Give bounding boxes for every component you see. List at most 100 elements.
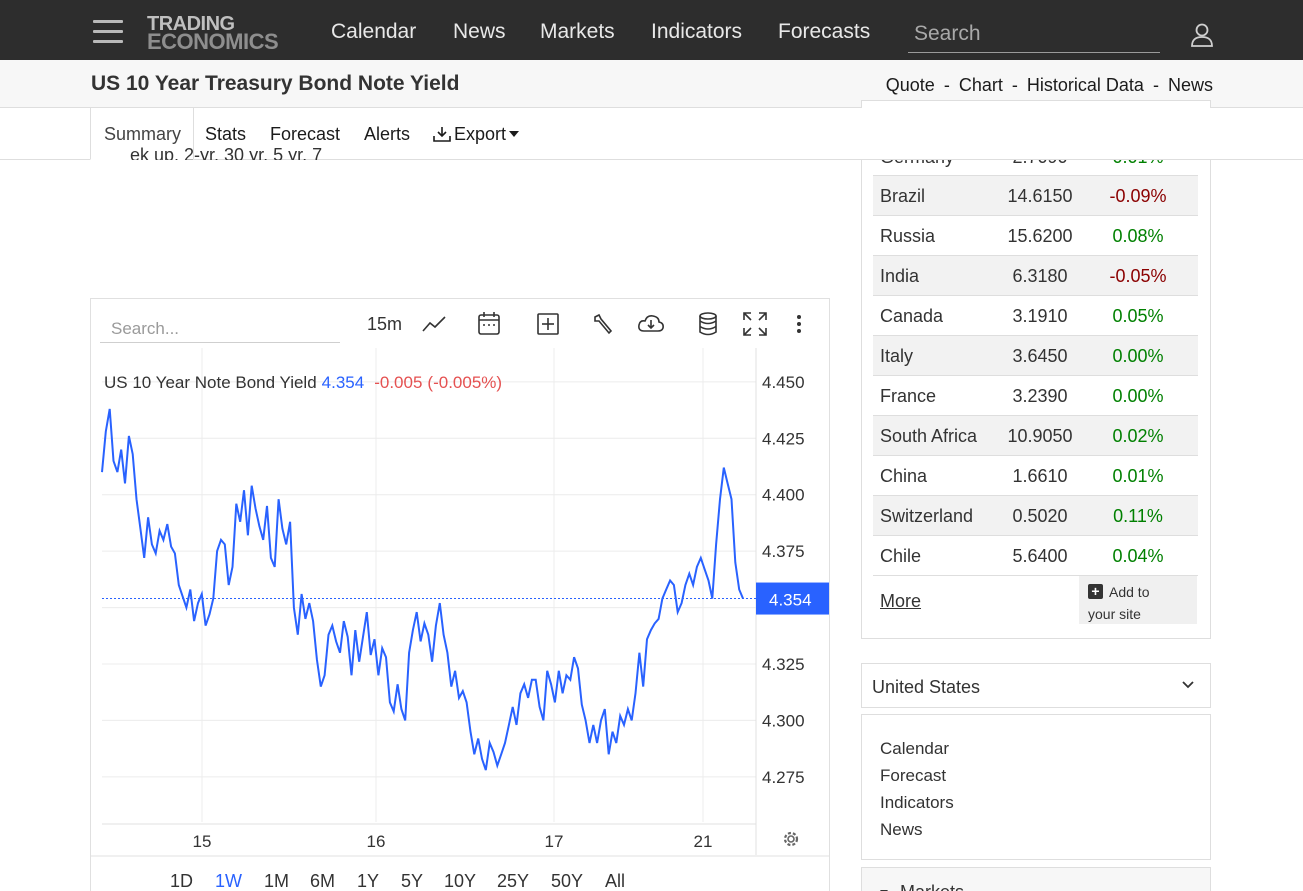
table-row[interactable]: Chile 5.6400 0.04%	[873, 536, 1198, 576]
wrench-icon[interactable]	[591, 311, 615, 337]
range-1d[interactable]: 1D	[170, 871, 194, 891]
markets-panel[interactable]: Markets	[861, 867, 1211, 891]
more-link[interactable]: More	[880, 591, 922, 611]
range-all[interactable]: All	[605, 871, 626, 891]
add-indicator-icon[interactable]	[536, 311, 560, 337]
yield-value: 5.6400	[1012, 546, 1068, 566]
hamburger-menu-icon[interactable]	[93, 20, 123, 44]
yield-value: 3.6450	[1012, 346, 1068, 366]
nav-news[interactable]: News	[453, 20, 506, 43]
top-navbar: TRADING ECONOMICS Calendar News Markets …	[0, 0, 1303, 60]
user-icon[interactable]	[1189, 22, 1215, 48]
range-10y[interactable]: 10Y	[444, 871, 477, 891]
table-row[interactable]: India 6.3180 -0.05%	[873, 256, 1198, 296]
country-name: France	[880, 386, 937, 406]
cloud-download-icon[interactable]	[637, 311, 665, 337]
us-link-indicators[interactable]: Indicators	[880, 793, 954, 812]
range-1m[interactable]: 1M	[264, 871, 290, 891]
plus-icon: +	[1088, 584, 1103, 599]
link-chart[interactable]: Chart	[958, 75, 1003, 95]
database-icon[interactable]	[697, 311, 719, 337]
link-quote[interactable]: Quote	[885, 75, 935, 95]
yield-value: 0.5020	[1012, 506, 1068, 526]
tab-forecast[interactable]: Forecast	[270, 124, 341, 144]
country-name: Canada	[880, 306, 944, 326]
table-row[interactable]: Russia 15.6200 0.08%	[873, 216, 1198, 256]
table-row[interactable]: Canada 3.1910 0.05%	[873, 296, 1198, 336]
country-name: Brazil	[880, 186, 926, 206]
site-logo[interactable]: TRADING ECONOMICS	[147, 13, 279, 54]
yield-value: 10.9050	[1007, 426, 1073, 446]
range-1w[interactable]: 1W	[215, 871, 242, 891]
tab-summary[interactable]: Summary	[90, 108, 195, 160]
yield-change: 0.01%	[1112, 466, 1164, 486]
page-title: US 10 Year Treasury Bond Note Yield	[91, 72, 460, 95]
range-5y[interactable]: 5Y	[401, 871, 424, 891]
us-link-news[interactable]: News	[880, 820, 923, 839]
tab-alerts[interactable]: Alerts	[364, 124, 411, 144]
table-row[interactable]: Italy 3.6450 0.00%	[873, 336, 1198, 376]
add-site-line2: your site	[1088, 606, 1141, 622]
link-historical-data[interactable]: Historical Data	[1026, 75, 1144, 95]
markets-title: Markets	[900, 882, 964, 891]
us-link-forecast[interactable]: Forecast	[880, 766, 947, 785]
logo-line2: ECONOMICS	[147, 29, 279, 54]
chevron-down-icon[interactable]	[1181, 678, 1195, 692]
country-name: Italy	[880, 346, 914, 366]
yield-value: 14.6150	[1007, 186, 1073, 206]
table-row[interactable]: Switzerland 0.5020 0.11%	[873, 496, 1198, 536]
more-options-icon[interactable]	[794, 311, 804, 337]
united-states-panel[interactable]: United States	[861, 663, 1211, 708]
chart-panel: Search... 15m	[90, 298, 830, 891]
table-row[interactable]: South Africa 10.9050 0.02%	[873, 416, 1198, 456]
table-row[interactable]: Brazil 14.6150 -0.09%	[873, 176, 1198, 216]
range-25y[interactable]: 25Y	[497, 871, 530, 891]
caret-down-icon	[509, 130, 520, 137]
link-news[interactable]: News	[1167, 75, 1213, 95]
country-name: Switzerland	[880, 506, 974, 526]
yield-change: 0.11%	[1113, 506, 1163, 526]
yield-change: -0.09%	[1109, 186, 1167, 206]
clipped-paragraph: ek up, 2-yr, 30 yr, 5 yr, 7	[130, 145, 323, 160]
fullscreen-icon[interactable]	[742, 311, 768, 337]
nav-calendar[interactable]: Calendar	[331, 20, 417, 43]
yield-change: 0.02%	[1112, 426, 1164, 446]
table-row[interactable]: France 3.2390 0.00%	[873, 376, 1198, 416]
yield-change: 0.04%	[1112, 546, 1164, 566]
quick-links: Quote - Chart - Historical Data - News	[886, 75, 1213, 96]
country-name: India	[880, 266, 920, 286]
country-name: South Africa	[880, 426, 978, 446]
tab-stats[interactable]: Stats	[205, 124, 247, 144]
yield-change: -0.05%	[1109, 266, 1167, 286]
yield-change: 0.05%	[1112, 306, 1164, 326]
tab-export[interactable]: Export	[433, 124, 520, 145]
nav-markets[interactable]: Markets	[540, 20, 615, 43]
us-links-panel: Calendar Forecast Indicators News	[861, 714, 1211, 860]
nav-forecasts[interactable]: Forecasts	[778, 20, 871, 43]
us-panel-title: United States	[872, 677, 981, 697]
country-name: Chile	[880, 546, 922, 566]
yield-value: 3.2390	[1012, 386, 1068, 406]
range-1y[interactable]: 1Y	[357, 871, 380, 891]
add-to-site-button[interactable]: + Add to your site	[1079, 576, 1197, 624]
separator: -	[1152, 75, 1159, 95]
add-site-line1: Add to	[1109, 584, 1150, 600]
range-6m[interactable]: 6M	[310, 871, 336, 891]
yield-value: 6.3180	[1012, 266, 1068, 286]
yield-change: 0.08%	[1112, 226, 1164, 246]
yield-value: 15.6200	[1007, 226, 1073, 246]
logo-line1: TRADING	[147, 13, 235, 35]
country-name: China	[880, 466, 928, 486]
separator: -	[943, 75, 950, 95]
interval-selector[interactable]: 15m	[367, 314, 403, 334]
search-input[interactable]: Search	[908, 18, 1160, 53]
country-name: Russia	[880, 226, 936, 246]
nav-indicators[interactable]: Indicators	[651, 20, 743, 43]
calendar-icon[interactable]	[477, 311, 501, 337]
range-50y[interactable]: 50Y	[551, 871, 584, 891]
table-row[interactable]: China 1.6610 0.01%	[873, 456, 1198, 496]
separator: -	[1011, 75, 1018, 95]
us-link-calendar[interactable]: Calendar	[880, 739, 949, 758]
chart-search-input[interactable]: Search...	[100, 313, 340, 343]
line-chart-icon[interactable]	[421, 311, 447, 337]
